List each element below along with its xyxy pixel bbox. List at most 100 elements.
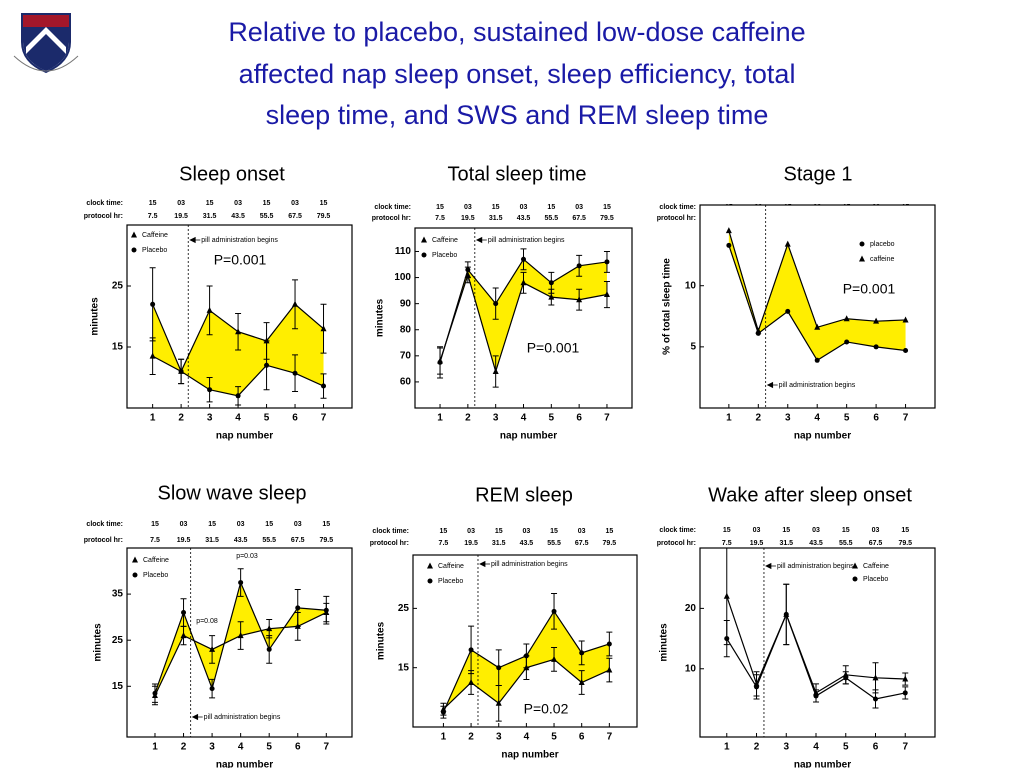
marker-triangle [131, 231, 137, 238]
marker-triangle [495, 699, 502, 706]
marker-triangle [427, 562, 433, 569]
legend-label: Placebo [863, 576, 888, 583]
header-protocol: 43.5 [517, 215, 531, 222]
pill-note: pill administration begins [777, 563, 854, 570]
marker-triangle [520, 279, 527, 286]
header-clock: 03 [180, 521, 188, 528]
legend-label: Caffeine [142, 232, 168, 239]
x-axis-label: nap number [794, 760, 851, 768]
x-tick-label: 2 [181, 742, 187, 753]
marker-triangle [492, 367, 499, 374]
pill-note: pill administration begins [201, 237, 278, 244]
header-label: protocol hr: [372, 215, 411, 222]
header-protocol: 67.5 [575, 540, 589, 547]
header-label: protocol hr: [84, 537, 123, 544]
y-tick-label: 25 [112, 635, 124, 646]
marker-triangle [603, 291, 610, 298]
marker-triangle [725, 227, 732, 234]
header-label: clock time: [659, 527, 696, 534]
header-clock: 03 [291, 200, 299, 207]
x-tick-label: 7 [607, 732, 613, 743]
chart-title: REM sleep [475, 484, 573, 506]
header-protocol: 55.5 [547, 540, 561, 547]
x-tick-label: 1 [441, 732, 447, 743]
marker-circle [465, 267, 471, 273]
marker-circle [468, 647, 474, 653]
shield-band [23, 15, 69, 27]
marker-circle [813, 693, 819, 699]
x-tick-label: 3 [493, 413, 499, 424]
header-label: clock time: [372, 528, 409, 535]
header-protocol: 19.5 [461, 215, 475, 222]
marker-circle [238, 580, 244, 586]
header-protocol: 67.5 [572, 215, 586, 222]
marker-circle [814, 357, 820, 363]
marker-circle [576, 263, 582, 269]
header-label: protocol hr: [370, 540, 409, 547]
p-value: P=0.001 [527, 340, 580, 356]
header-protocol: 79.5 [898, 540, 912, 547]
x-tick-label: 2 [178, 413, 184, 424]
x-tick-label: 7 [903, 413, 909, 424]
marker-triangle [873, 317, 880, 324]
marker-triangle [859, 255, 865, 262]
p-value: P=0.02 [524, 701, 569, 717]
header-protocol: 7.5 [435, 215, 445, 222]
marker-circle [131, 247, 137, 253]
marker-circle [551, 608, 557, 614]
marker-circle [427, 578, 433, 584]
pill-note: pill administration begins [779, 382, 856, 389]
x-tick-label: 6 [576, 413, 582, 424]
y-axis-label: minutes [659, 623, 670, 662]
header-protocol: 19.5 [464, 540, 478, 547]
marker-circle [152, 690, 158, 696]
marker-circle [266, 646, 272, 652]
x-tick-label: 3 [496, 732, 502, 743]
header-protocol: 79.5 [600, 215, 614, 222]
marker-circle [209, 686, 215, 692]
marker-triangle [206, 306, 213, 313]
header-label: protocol hr: [657, 540, 696, 547]
y-axis-label: % of total sleep time [662, 258, 673, 355]
header-protocol: 79.5 [319, 537, 333, 544]
marker-circle [437, 359, 443, 365]
y-tick-label: 10 [685, 663, 697, 674]
marker-circle [844, 339, 850, 345]
y-tick-label: 90 [400, 298, 412, 309]
header-protocol: 43.5 [809, 540, 823, 547]
p-value: p=0.08 [196, 618, 218, 625]
header-label: protocol hr: [657, 215, 696, 222]
legend-label: Caffeine [432, 237, 458, 244]
header-protocol: 67.5 [291, 537, 305, 544]
x-tick-label: 6 [873, 742, 879, 753]
y-axis-label: minutes [90, 297, 101, 336]
x-tick-label: 7 [604, 413, 610, 424]
header-protocol: 31.5 [779, 540, 793, 547]
marker-triangle [180, 632, 187, 639]
legend-label: placebo [870, 241, 895, 248]
header-protocol: 19.5 [174, 213, 188, 220]
x-tick-label: 5 [549, 413, 555, 424]
marker-circle [873, 696, 879, 702]
marker-circle [235, 393, 241, 399]
marker-circle [843, 675, 849, 681]
y-tick-label: 15 [398, 662, 410, 673]
pill-note: pill administration begins [491, 561, 568, 568]
header-protocol: 55.5 [545, 215, 559, 222]
marker-triangle [209, 645, 216, 652]
marker-circle [295, 605, 301, 611]
marker-triangle [902, 316, 909, 323]
marker-triangle [755, 327, 762, 334]
y-tick-label: 10 [685, 280, 697, 291]
marker-triangle [902, 675, 909, 682]
y-tick-label: 70 [400, 350, 412, 361]
pill-note: pill administration begins [488, 237, 565, 244]
header-label: protocol hr: [84, 213, 123, 220]
chart-panel: Wake after sleep onset clock time: protoco… [657, 484, 936, 768]
y-axis-label: minutes [376, 621, 387, 660]
x-tick-label: 1 [152, 742, 158, 753]
pill-note: pill administration begins [204, 714, 281, 721]
header-clock: 15 [206, 200, 214, 207]
title-line: sleep time, and SWS and REM sleep time [266, 100, 769, 130]
